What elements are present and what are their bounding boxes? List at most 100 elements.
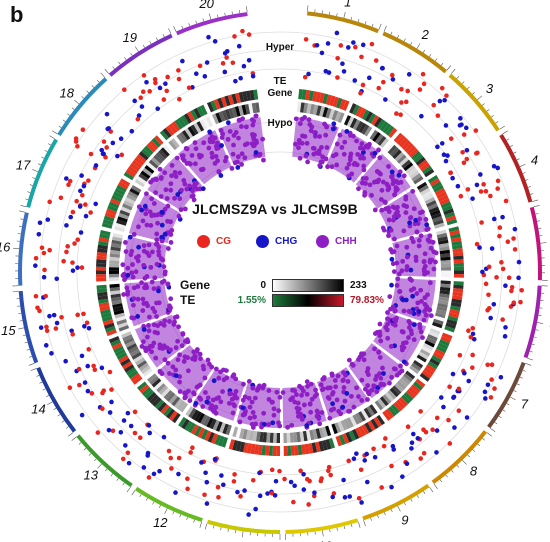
chromosome-tick [179, 514, 182, 518]
chromosome-tick [65, 426, 69, 429]
te-bin [196, 106, 205, 117]
chromosome-label: 18 [59, 86, 74, 101]
hypo-dmr-point [172, 319, 177, 325]
hypo-dmr-point [235, 159, 240, 165]
chromosome-tick [22, 334, 26, 337]
te-bin [406, 389, 416, 399]
gene-bin [322, 107, 329, 118]
hypo-dmr-point [198, 356, 203, 362]
hypo-dmr-point [310, 145, 316, 151]
hyper-dmr-point [49, 351, 54, 356]
hyper-dmr-point [147, 430, 153, 436]
hypo-dmr-point [356, 357, 361, 362]
te-bin [171, 412, 181, 424]
hypo-dmr-point [344, 129, 350, 134]
hypo-dmr-point [239, 151, 245, 157]
gene-bin [168, 140, 178, 151]
hypo-dmr-point [243, 124, 249, 130]
hypo-dmr-point [361, 357, 367, 363]
hyper-dmr-point [448, 170, 454, 175]
hyper-dmr-point [477, 245, 482, 250]
hypo-dmr-point [155, 330, 161, 336]
chromosome-tick [535, 213, 539, 215]
gene-bin [366, 128, 376, 139]
gene-bin [409, 170, 420, 179]
hypo-dmr-point [344, 165, 350, 171]
hyper-dmr-point [311, 493, 317, 499]
gene-bin [394, 382, 404, 393]
chromosome-tick [516, 383, 520, 386]
chromosome-tick [26, 349, 30, 351]
gene-bin [163, 389, 173, 400]
hyper-dmr-point [92, 367, 98, 373]
gene-bin [418, 184, 429, 193]
hyper-dmr-point [269, 467, 275, 473]
gene-bin [306, 103, 312, 114]
te-bin [96, 277, 107, 282]
chromosome-tick [81, 96, 85, 99]
te-bin [239, 441, 246, 453]
gene-bin [421, 190, 433, 199]
hypo-dmr-point [308, 381, 314, 387]
hyper-dmr-point [169, 466, 174, 471]
chromosome-arc [57, 77, 108, 137]
chromosome-tick [482, 438, 485, 441]
hyper-dmr-point [37, 220, 43, 226]
hypo-dmr-point [398, 363, 403, 369]
hyper-dmr-point [146, 475, 152, 480]
te-bin [448, 312, 459, 319]
hyper-dmr-point [362, 458, 368, 463]
chromosome-arc [382, 31, 448, 74]
gene-bin [129, 187, 140, 196]
chromosome-tick [93, 458, 97, 462]
hypo-dmr-point [381, 371, 386, 376]
chromosome-tick [532, 199, 539, 202]
chromosome-tick [495, 121, 499, 124]
gene-bin [262, 432, 268, 443]
hypo-dmr-point [173, 373, 179, 379]
gene-bin [369, 129, 379, 141]
te-bin [238, 91, 245, 103]
gene-bin [161, 387, 171, 398]
hypo-dmr-point [191, 390, 196, 396]
hypo-dmr-point [408, 287, 414, 293]
te-bin [98, 237, 110, 243]
hypo-dmr-point [332, 378, 338, 383]
gene-bin [153, 154, 163, 164]
gene-bin [403, 373, 413, 383]
chromosome-tick [20, 218, 24, 220]
te-bin [162, 127, 172, 139]
hypo-dmr-point [378, 375, 384, 381]
hyper-dmr-point [351, 40, 356, 45]
hypo-dmr-point [329, 373, 335, 378]
chromosome-tick [41, 156, 45, 159]
hyper-dmr-point [478, 172, 483, 177]
hypo-dmr-point [154, 314, 159, 319]
hyper-dmr-point [185, 476, 190, 482]
hyper-dmr-point [491, 216, 497, 222]
hyper-dmr-point [474, 241, 480, 247]
chromosome-tick [91, 85, 95, 88]
hyper-dmr-point [233, 78, 238, 84]
hypo-dmr-point [424, 222, 430, 228]
hyper-dmr-point [84, 320, 90, 326]
te-bin [96, 266, 107, 271]
hypo-dmr-point [252, 132, 257, 138]
hypo-dmr-point [146, 242, 152, 248]
gene-bin [340, 419, 348, 431]
chromosome-tick [48, 143, 51, 146]
hypo-dmr-point [361, 167, 367, 173]
te-bin [425, 364, 437, 373]
gene-bin [269, 432, 274, 443]
hyper-dmr-point [64, 223, 69, 228]
te-bin [358, 425, 366, 437]
te-bin [217, 97, 225, 109]
te-bin [114, 348, 126, 357]
hypo-dmr-point [260, 136, 266, 142]
hyper-dmr-point [126, 460, 132, 466]
hypo-dmr-point [377, 155, 383, 161]
hyper-dmr-point [409, 440, 415, 445]
hyper-dmr-point [421, 450, 427, 456]
hyper-dmr-point [151, 471, 157, 477]
chromosome-tick [522, 172, 526, 174]
